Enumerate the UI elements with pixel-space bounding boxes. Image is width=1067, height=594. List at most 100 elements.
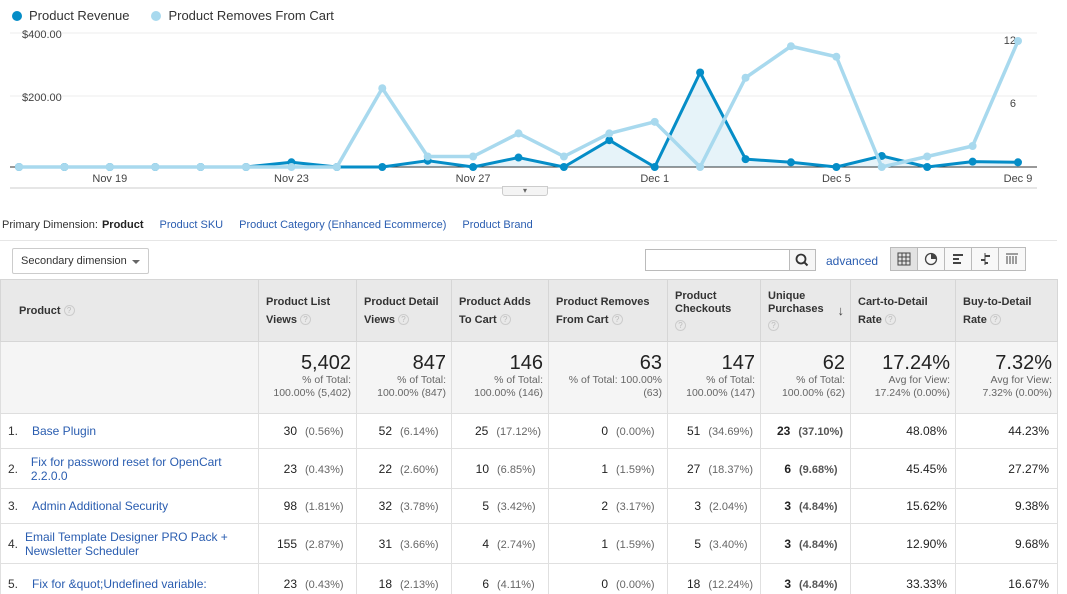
metric-value: 3: [694, 499, 701, 513]
metric-cell: 2 (3.17%): [548, 488, 668, 524]
data-point-removes: [968, 142, 977, 150]
help-icon[interactable]: ?: [884, 314, 896, 326]
chevron-down-icon: [132, 260, 140, 264]
metric-cell: 23 (37.10%): [760, 413, 851, 449]
total-detail: (63): [643, 387, 662, 399]
help-icon[interactable]: ?: [611, 314, 623, 326]
header-checkouts[interactable]: Product Checkouts?: [667, 279, 761, 342]
metric-percent: (2.04%): [709, 501, 748, 513]
total-detail: 100.00% (847): [377, 387, 446, 399]
total-value: 62: [822, 352, 845, 374]
search-button[interactable]: [789, 249, 816, 271]
primary-dimension-product-brand[interactable]: Product Brand: [462, 219, 533, 231]
product-link[interactable]: Fix for password reset for OpenCart 2.2.…: [30, 454, 222, 483]
table-row: 4. Email Template Designer PRO Pack + New…: [0, 523, 1058, 564]
secondary-dimension-dropdown[interactable]: Secondary dimension: [12, 248, 149, 274]
series-line-product-revenue: [19, 71, 1019, 169]
data-point-revenue: [1014, 158, 1022, 167]
product-link[interactable]: Admin Additional Security: [32, 499, 169, 513]
primary-dimension-product[interactable]: Product: [101, 219, 144, 231]
metric-percent: (0.43%): [305, 578, 344, 591]
header-detail-views[interactable]: Product Detail Views?: [356, 279, 452, 342]
chart-collapse-handle[interactable]: ▾: [502, 186, 548, 196]
total-cell: 17.24% Avg for View: 17.24% (0.00%): [850, 341, 956, 414]
header-product[interactable]: Product?: [0, 279, 259, 342]
metric-percent: (4.11%): [497, 578, 535, 591]
primary-dimension-product-category[interactable]: Product Category (Enhanced Ecommerce): [239, 219, 447, 231]
data-point-removes: [877, 163, 886, 171]
header-list-views-label: Product List Views: [266, 295, 331, 326]
metric-percent: (3.66%): [400, 538, 439, 551]
help-icon[interactable]: ?: [768, 320, 779, 331]
search-icon: [795, 253, 809, 267]
product-link[interactable]: Base Plugin: [32, 424, 97, 438]
comparison-view-button[interactable]: [971, 247, 999, 271]
metric-percent: (0.00%): [616, 578, 655, 591]
legend-item-removes[interactable]: Product Removes From Cart: [151, 8, 334, 23]
total-detail: 100.00% (62): [781, 387, 845, 399]
total-caption: Avg for View:: [990, 374, 1052, 386]
header-cart-to-detail[interactable]: Cart-to-Detail Rate?: [850, 279, 956, 342]
secondary-dimension-label: Secondary dimension: [21, 255, 127, 267]
data-point-removes: [650, 117, 659, 126]
metric-cell: 30 (0.56%): [258, 413, 357, 449]
help-icon[interactable]: ?: [499, 314, 511, 326]
metric-cell: 6 (4.11%): [451, 563, 549, 594]
pie-view-button[interactable]: [917, 247, 945, 271]
product-cell: 1. Base Plugin: [0, 413, 259, 449]
table-search-input[interactable]: [645, 249, 790, 271]
table-view-button[interactable]: [890, 247, 918, 271]
x-tick-label: Dec 9: [1004, 173, 1033, 185]
product-link[interactable]: Email Template Designer PRO Pack + Newsl…: [24, 529, 228, 558]
metric-value: 23: [283, 461, 297, 476]
header-removes-from-cart[interactable]: Product Removes From Cart?: [548, 279, 668, 342]
data-table: Product? Product List Views? Product Det…: [0, 279, 1058, 594]
metric-cell: 0 (0.00%): [548, 413, 668, 449]
primary-dimension-product-sku[interactable]: Product SKU: [159, 219, 224, 231]
data-point-revenue: [923, 163, 932, 171]
help-icon[interactable]: ?: [398, 314, 409, 326]
header-adds-to-cart[interactable]: Product Adds To Cart?: [451, 279, 549, 342]
pivot-view-button[interactable]: [998, 247, 1026, 271]
help-icon[interactable]: ?: [300, 314, 311, 326]
data-point-removes: [605, 129, 614, 138]
metric-percent: (2.13%): [400, 578, 439, 591]
metric-cell: 25 (17.12%): [451, 413, 549, 449]
table-toolbar: Secondary dimension advanced: [0, 240, 1057, 280]
total-caption: % of Total:: [302, 374, 351, 386]
total-value: 5,402: [300, 352, 351, 374]
advanced-filter-link[interactable]: advanced: [826, 254, 879, 268]
legend-item-revenue[interactable]: Product Revenue: [12, 8, 129, 23]
data-point-revenue: [696, 68, 705, 77]
header-list-views[interactable]: Product List Views?: [258, 279, 357, 342]
header-product-label: Product: [19, 304, 61, 317]
metric-percent: (0.00%): [616, 426, 655, 438]
metric-cell: 18 (12.24%): [667, 563, 761, 594]
metric-value: 6: [784, 461, 791, 476]
header-unique-purchases[interactable]: Unique Purchases? ↓: [760, 279, 851, 342]
metric-cell: 155 (2.87%): [258, 523, 357, 564]
help-icon[interactable]: ?: [63, 305, 75, 317]
product-link[interactable]: Fix for &quot;Undefined variable:: [32, 576, 207, 591]
metric-cell: 1 (1.59%): [548, 448, 668, 489]
performance-view-button[interactable]: [944, 247, 972, 271]
rate-cell: 48.08%: [850, 413, 956, 449]
metric-cell: 5 (3.40%): [667, 523, 761, 564]
total-detail: 100.00% (147): [686, 387, 755, 399]
help-icon[interactable]: ?: [989, 314, 1001, 326]
total-detail: 100.00% (5,402): [273, 387, 351, 399]
metric-percent: (6.14%): [400, 426, 439, 438]
primary-dimension-bar: Primary Dimension: Product Product SKU P…: [2, 219, 533, 231]
metric-percent: (3.42%): [497, 501, 536, 513]
table-row: 2. Fix for password reset for OpenCart 2.…: [0, 448, 1058, 489]
y-right-tick-label: 6: [1010, 98, 1016, 110]
table-row: 5. Fix for &quot;Undefined variable: 23 (0.…: [0, 563, 1058, 594]
metric-value: 18: [378, 576, 392, 591]
metric-percent: (1.81%): [305, 501, 344, 513]
metric-cell: 0 (0.00%): [548, 563, 668, 594]
metric-cell: 3 (4.84%): [760, 488, 851, 524]
total-value: 147: [721, 352, 755, 374]
metric-percent: (37.10%): [798, 426, 843, 438]
header-buy-to-detail[interactable]: Buy-to-Detail Rate?: [955, 279, 1058, 342]
help-icon[interactable]: ?: [675, 320, 686, 331]
